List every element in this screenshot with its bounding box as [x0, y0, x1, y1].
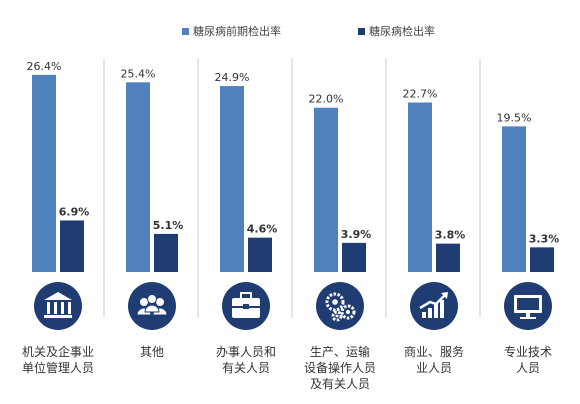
data-label-s1-c1: 5.1%: [153, 219, 184, 232]
bar-s0-c4: [408, 102, 432, 272]
category-label-c2-l1: 有关人员: [222, 361, 270, 375]
legend: 糖尿病前期检出率 糖尿病检出率: [182, 24, 435, 38]
category-icons: [34, 282, 552, 330]
category-label-c1-l0: 其他: [140, 345, 164, 359]
category-label-c2-l0: 办事人员和: [216, 344, 276, 359]
data-label-s1-c2: 4.6%: [247, 223, 278, 236]
group-dividers: [103, 58, 481, 318]
legend-label-1: 糖尿病检出率: [369, 24, 435, 38]
data-label-s1-c3: 3.9%: [341, 228, 372, 241]
group-icon: [128, 282, 176, 330]
category-label-c5-l1: 人员: [516, 361, 540, 375]
bar-s1-c5: [530, 247, 554, 272]
bar-s1-c2: [248, 237, 272, 272]
legend-swatch-1: [358, 28, 365, 35]
legend-swatch-0: [182, 28, 189, 35]
data-label-s1-c5: 3.3%: [529, 232, 560, 245]
bar-s0-c5: [502, 126, 526, 273]
category-label-c3-l0: 生产、运输: [310, 344, 370, 359]
data-label-s0-c3: 22.0%: [309, 93, 344, 106]
bar-s0-c1: [126, 82, 150, 272]
gears-icon: [316, 282, 364, 330]
category-label-c4-l1: 业人员: [416, 361, 452, 375]
legend-label-0: 糖尿病前期检出率: [193, 24, 281, 38]
data-label-s0-c1: 25.4%: [121, 67, 156, 80]
category-label-c3-l1: 设备操作人员: [304, 360, 376, 375]
data-label-s0-c5: 19.5%: [497, 111, 532, 124]
data-label-s0-c2: 24.9%: [215, 71, 250, 84]
bar-s1-c1: [154, 233, 178, 272]
category-label-c5-l0: 专业技术: [504, 344, 552, 359]
bars: 26.4% 6.9% 25.4% 5.1% 24.9% 4.6% 22.0% 3.9% 22.7…: [27, 60, 560, 273]
monitor-icon: [504, 282, 552, 330]
category-label-c0-l0: 机关及企事业: [22, 344, 94, 359]
bar-s1-c4: [436, 243, 460, 272]
building-icon: [34, 282, 82, 330]
bar-s1-c0: [60, 220, 84, 272]
bar-s1-c3: [342, 242, 366, 272]
briefcase-icon: [222, 282, 270, 330]
growth-chart-icon: [410, 282, 458, 330]
category-label-c0-l1: 单位管理人员: [22, 360, 94, 375]
bar-s0-c0: [32, 74, 56, 272]
bar-s0-c2: [220, 86, 244, 272]
data-label-s0-c4: 22.7%: [403, 88, 438, 101]
data-label-s1-c0: 6.9%: [59, 205, 90, 218]
bar-s0-c3: [314, 107, 338, 272]
data-label-s0-c0: 26.4%: [27, 60, 62, 73]
category-label-c4-l0: 商业、服务: [404, 344, 464, 359]
data-label-s1-c4: 3.8%: [435, 229, 466, 242]
category-label-c3-l2: 及有关人员: [310, 377, 370, 391]
